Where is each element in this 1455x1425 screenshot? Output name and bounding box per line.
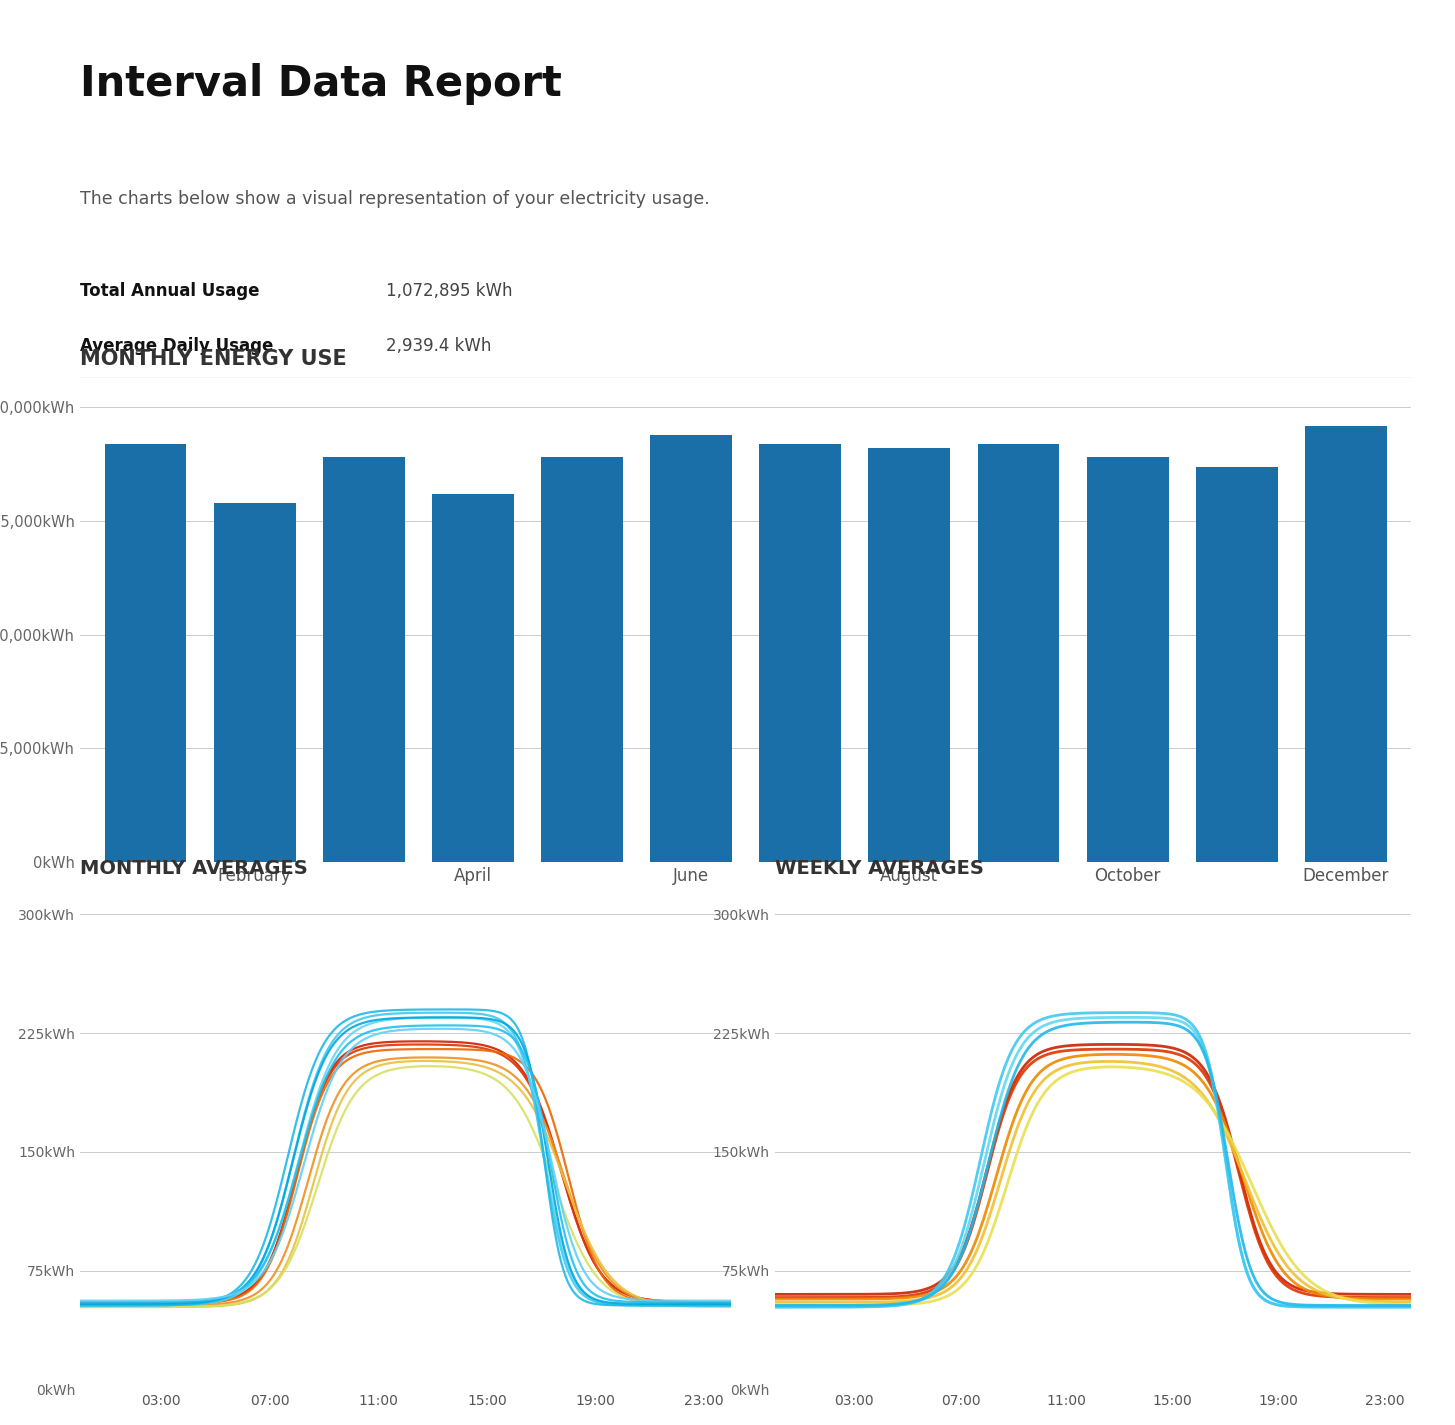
Text: MONTHLY ENERGY USE: MONTHLY ENERGY USE bbox=[80, 349, 346, 369]
Bar bbox=[760, 443, 841, 862]
Text: Average Daily Usage: Average Daily Usage bbox=[80, 336, 274, 355]
Bar bbox=[541, 457, 623, 862]
Bar bbox=[869, 449, 950, 862]
Text: Total Annual Usage: Total Annual Usage bbox=[80, 282, 259, 299]
Text: 259.4 kW: 259.4 kW bbox=[386, 388, 464, 406]
Bar bbox=[323, 457, 404, 862]
Text: MONTHLY AVERAGES: MONTHLY AVERAGES bbox=[80, 859, 308, 878]
Text: 2,939.4 kWh: 2,939.4 kWh bbox=[386, 336, 490, 355]
Bar bbox=[1196, 466, 1277, 862]
Text: Highest Usage: Highest Usage bbox=[80, 388, 215, 406]
Bar bbox=[978, 443, 1059, 862]
Bar bbox=[1087, 457, 1168, 862]
Bar bbox=[650, 435, 732, 862]
Bar bbox=[105, 443, 186, 862]
Bar bbox=[214, 503, 295, 862]
Bar bbox=[432, 494, 514, 862]
Text: 1,072,895 kWh: 1,072,895 kWh bbox=[386, 282, 512, 299]
Text: Interval Data Report: Interval Data Report bbox=[80, 63, 562, 105]
Bar bbox=[1305, 426, 1387, 862]
Text: WEEKLY AVERAGES: WEEKLY AVERAGES bbox=[774, 859, 984, 878]
Text: The charts below show a visual representation of your electricity usage.: The charts below show a visual represent… bbox=[80, 190, 710, 208]
